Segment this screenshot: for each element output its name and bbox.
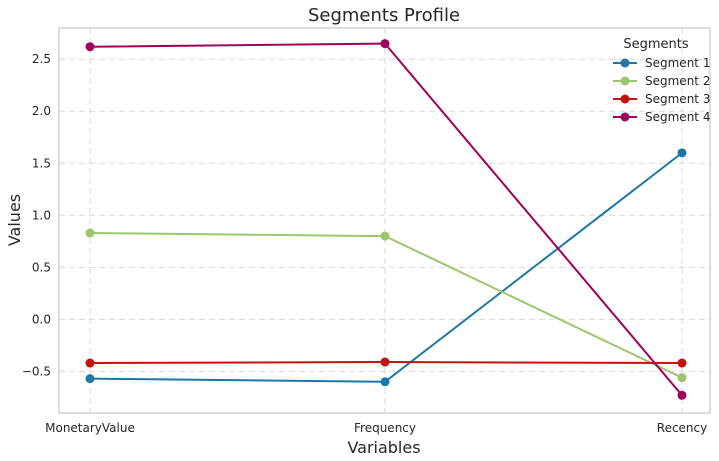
legend-label: Segment 3 [645, 92, 710, 106]
legend-item-segment-4: Segment 4 [613, 110, 710, 124]
y-axis-title: Values [5, 194, 24, 246]
x-axis-ticks: MonetaryValue Frequency Recency [45, 421, 707, 435]
data-point-segment-2 [677, 373, 687, 383]
legend-swatch-marker [620, 58, 630, 68]
data-point-segment-4 [677, 390, 687, 400]
legend-swatch-marker [620, 112, 630, 122]
series-segment-2 [85, 228, 687, 383]
legend-item-segment-2: Segment 2 [613, 74, 710, 88]
chart-title: Segments Profile [308, 5, 460, 26]
data-point-segment-1 [85, 374, 95, 384]
y-tick-label: 2.5 [32, 52, 51, 66]
x-tick-label: Recency [657, 421, 707, 435]
legend-item-segment-3: Segment 3 [613, 92, 710, 106]
series-layer [85, 39, 687, 400]
x-tick-label: Frequency [354, 421, 416, 435]
legend-label: Segment 2 [645, 74, 710, 88]
y-tick-label: 0.0 [32, 312, 51, 326]
y-tick-label: 2.0 [32, 104, 51, 118]
data-point-segment-4 [85, 42, 95, 52]
legend-label: Segment 1 [645, 56, 710, 70]
legend-swatch-marker [620, 76, 630, 86]
data-point-segment-2 [380, 231, 390, 241]
x-tick-label: MonetaryValue [45, 421, 135, 435]
data-point-segment-3 [85, 358, 95, 368]
data-point-segment-2 [85, 228, 95, 238]
data-point-segment-4 [380, 39, 390, 49]
x-axis-title: Variables [347, 438, 420, 457]
data-point-segment-3 [677, 358, 687, 368]
data-point-segment-1 [380, 377, 390, 387]
plot-frame [58, 27, 711, 414]
legend-item-segment-1: Segment 1 [613, 56, 710, 70]
y-tick-label: 1.5 [32, 156, 51, 170]
legend: Segments Segment 1 Segment 2 Segment 3 Segm… [613, 37, 710, 124]
series-segment-3 [85, 357, 687, 368]
legend-swatch-marker [620, 94, 630, 104]
legend-label: Segment 4 [645, 110, 710, 124]
data-point-segment-3 [380, 357, 390, 367]
series-segment-4 [85, 39, 687, 400]
y-axis-ticks: −0.5 0.0 0.5 1.0 1.5 2.0 2.5 [22, 52, 51, 378]
series-segment-1 [85, 148, 687, 387]
y-tick-label: −0.5 [22, 364, 51, 378]
data-point-segment-1 [677, 148, 687, 158]
legend-title: Segments [623, 37, 689, 52]
y-tick-label: 0.5 [32, 260, 51, 274]
y-tick-label: 1.0 [32, 208, 51, 222]
